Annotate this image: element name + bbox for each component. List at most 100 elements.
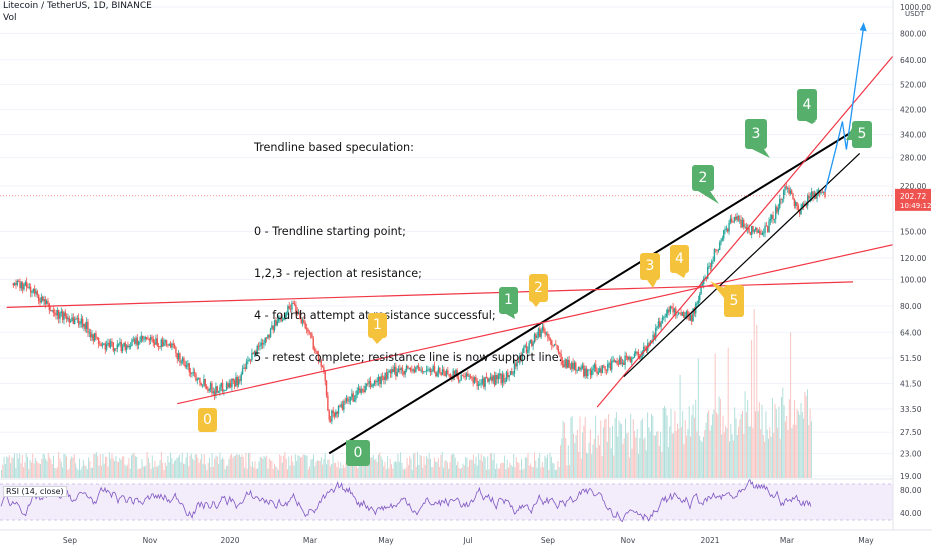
candle-body	[613, 360, 616, 363]
candle-body	[385, 372, 388, 379]
volume-bar	[601, 456, 603, 478]
candle-body	[204, 379, 206, 387]
volume-bar	[543, 467, 545, 478]
volume-bar	[644, 437, 646, 478]
volume-bar	[782, 387, 784, 478]
volume-bar	[21, 454, 23, 478]
candle-body	[121, 346, 124, 352]
volume-bar	[219, 452, 221, 478]
volume-bar	[471, 460, 473, 478]
volume-bar	[433, 457, 435, 478]
volume-bar	[175, 459, 177, 478]
volume-bar	[472, 454, 474, 478]
volume-bar	[140, 468, 142, 478]
candle-body	[595, 364, 597, 372]
candle-body	[92, 334, 94, 341]
volume-bar	[257, 468, 259, 478]
volume-bar	[532, 467, 534, 478]
volume-bar	[28, 468, 30, 478]
volume-bar	[276, 467, 278, 478]
volume-bar	[469, 460, 470, 478]
candle-body	[777, 207, 780, 213]
volume-bar	[586, 452, 587, 478]
candle-body	[332, 410, 334, 414]
volume-bar	[363, 455, 365, 478]
candle-body	[275, 320, 277, 326]
volume-bar	[407, 465, 409, 478]
candle-body	[304, 322, 306, 329]
volume-bar	[170, 452, 171, 478]
volume-bar	[632, 419, 634, 478]
time-tick-label: Mar	[780, 536, 795, 545]
candle-body	[599, 368, 601, 373]
volume-bar	[523, 468, 525, 478]
volume-bar	[480, 453, 482, 478]
candle-body	[196, 379, 198, 381]
candle-body	[740, 219, 742, 228]
candle-body	[676, 314, 678, 316]
volume-bar	[29, 459, 31, 478]
volume-bar	[497, 468, 499, 478]
candle-body	[299, 312, 301, 319]
candle-body	[287, 306, 289, 313]
volume-bar	[168, 462, 170, 478]
volume-bar	[566, 465, 568, 478]
volume-bar	[16, 453, 18, 478]
marker-0-green: 0	[346, 440, 370, 466]
volume-bar	[147, 457, 149, 478]
volume-bar	[556, 469, 558, 478]
volume-bar	[602, 427, 604, 478]
volume-bar	[86, 469, 88, 478]
candle-body	[557, 349, 560, 353]
candle-body	[517, 361, 520, 363]
candle-body	[681, 311, 684, 316]
candle-body	[771, 215, 773, 219]
rsi-label[interactable]: RSI (14, close)	[3, 486, 67, 497]
marker-3-green: 3	[745, 119, 767, 149]
volume-bar	[329, 466, 331, 478]
volume-bar	[745, 412, 747, 478]
volume-bar	[757, 411, 759, 478]
volume-bar	[115, 456, 117, 478]
candle-body	[453, 370, 456, 376]
candle-body	[612, 360, 614, 362]
candle-body	[140, 335, 142, 341]
volume-bar	[521, 458, 522, 478]
candle-body	[749, 232, 752, 235]
volume-bar	[166, 465, 168, 478]
candle-body	[443, 369, 445, 373]
volume-bar	[755, 411, 756, 478]
volume-bar	[361, 465, 363, 478]
volume-bar	[735, 418, 737, 478]
candle-body	[732, 221, 734, 223]
volume-bar	[773, 432, 775, 478]
candle-body	[223, 390, 225, 392]
marker-tail	[806, 121, 816, 124]
candle-body	[785, 186, 788, 189]
volume-bar	[562, 420, 564, 478]
candle-body	[765, 225, 768, 227]
volume-bar	[410, 458, 412, 478]
candle-body	[115, 348, 117, 350]
marker-1-green: 1	[499, 287, 518, 314]
candle-body	[776, 206, 778, 213]
volume-bar	[159, 459, 161, 478]
volume-bar	[740, 413, 742, 478]
candle-body	[561, 360, 564, 365]
volume-bar	[641, 418, 643, 478]
volume-bar	[738, 426, 740, 478]
candle-body	[421, 370, 424, 372]
candle-body	[437, 367, 440, 373]
candle-body	[564, 359, 566, 367]
time-tick-label: Nov	[143, 536, 158, 545]
candle-body	[527, 349, 529, 353]
candle-body	[233, 380, 236, 387]
volume-bar	[696, 431, 698, 478]
volume-bar	[406, 458, 408, 478]
candle-body	[656, 326, 658, 328]
candle-body	[85, 321, 88, 330]
candle-body	[816, 193, 818, 199]
candle-body	[696, 303, 698, 304]
volume-bar	[478, 453, 480, 478]
volume-bar	[801, 411, 803, 478]
